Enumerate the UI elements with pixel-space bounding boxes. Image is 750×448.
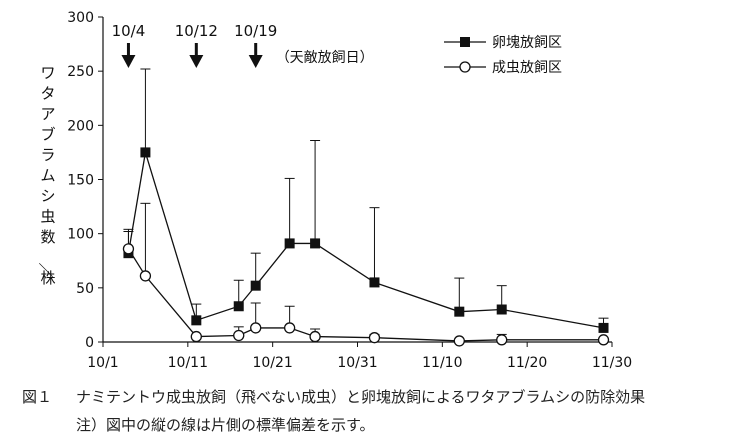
data-point-circle (309, 330, 321, 343)
x-tick-label: 10/11 (168, 355, 208, 371)
data-point-square (250, 280, 261, 291)
data-point-square (140, 147, 151, 158)
legend-label: 卵塊放飼区 (492, 35, 562, 51)
legend-label: 成虫放飼区 (492, 60, 562, 76)
chart-area: 0 50 100 150 200 250 300 10/1 10/11 10/21 10/31 11/… (36, 10, 632, 371)
x-tick-label: 10/21 (252, 355, 292, 371)
data-point-circle (122, 243, 135, 255)
figure-caption: 図１ ナミテントウ成虫放飼（飛べない成虫）と卵塊放飼によるワタアブラムシの防除効果 (22, 386, 645, 407)
data-point-circle (190, 330, 202, 343)
release-arrow-head-icon (189, 55, 204, 68)
data-point-square (310, 238, 321, 249)
data-point-square (191, 315, 202, 326)
release-note: （天敵放飼日） (276, 50, 374, 66)
data-point-circle (597, 334, 610, 346)
legend-circle-icon (459, 61, 471, 73)
data-point-square (284, 238, 295, 249)
figure-caption-text: ナミテントウ成虫放飼（飛べない成虫）と卵塊放飼によるワタアブラムシの防除効果 (76, 388, 646, 406)
legend-square-icon (460, 37, 470, 47)
line-chart: 0 50 100 150 200 250 300 10/1 10/11 10/21 10/31 11/… (36, 10, 632, 371)
x-tick-label: 10/1 (87, 355, 118, 371)
series-line (127, 248, 604, 342)
figure-note-text: 注）図中の縦の線は片側の標準偏差を示す。 (76, 416, 375, 434)
figure-note: 注）図中の縦の線は片側の標準偏差を示す。 (22, 414, 375, 435)
y-axis-label: ワタアブラムシ虫数／株 (36, 64, 55, 287)
y-tick-label: 100 (67, 227, 94, 243)
data-point-square (598, 322, 609, 333)
release-date-label: 10/4 (112, 22, 146, 40)
x-tick-label: 11/20 (507, 355, 547, 371)
data-point-circle (139, 270, 152, 282)
y-tick-label: 200 (67, 118, 94, 134)
data-point-square (369, 277, 380, 288)
data-point-square (454, 306, 465, 317)
y-tick-label: 300 (67, 10, 94, 26)
x-tick-label: 10/31 (337, 355, 377, 371)
x-tick-label: 11/10 (422, 355, 462, 371)
x-tick-label: 11/30 (592, 355, 632, 371)
data-point-square (496, 304, 507, 315)
data-point-circle (453, 335, 465, 347)
data-point-circle (233, 329, 245, 342)
data-point-circle (250, 322, 262, 334)
release-arrow-head-icon (121, 55, 136, 68)
data-point-circle (283, 322, 296, 334)
data-point-square (233, 301, 244, 312)
series-line (127, 152, 604, 329)
y-tick-label: 0 (85, 335, 94, 351)
figure-number: 図１ (22, 388, 53, 406)
y-tick-label: 150 (67, 173, 94, 189)
y-tick-label: 250 (67, 64, 94, 80)
release-date-label: 10/12 (175, 22, 218, 40)
data-point-circle (496, 334, 508, 346)
y-tick-label: 50 (76, 281, 94, 297)
release-arrow-head-icon (248, 55, 263, 68)
data-point-circle (368, 332, 381, 344)
release-date-label: 10/19 (234, 22, 277, 40)
